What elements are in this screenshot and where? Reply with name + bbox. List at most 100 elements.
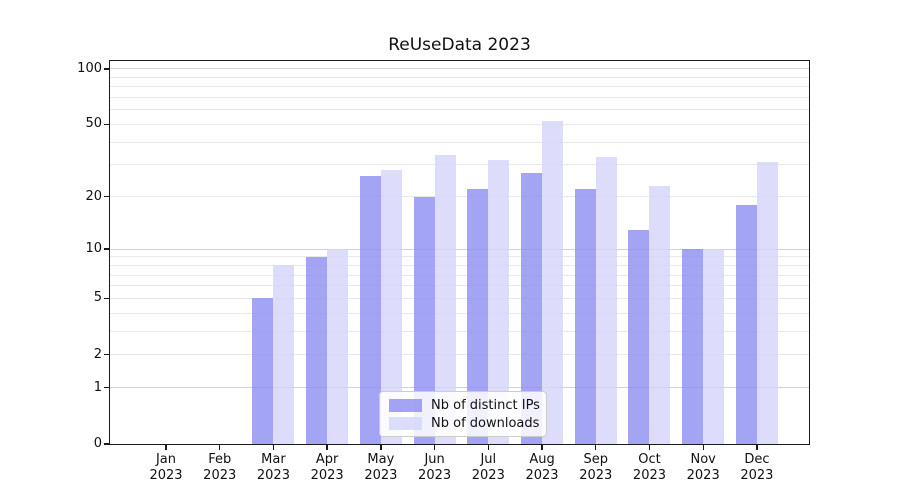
xtick-label-oct: Oct 2023 bbox=[617, 452, 681, 484]
ytick-label-10: 10 bbox=[85, 241, 102, 257]
ytick-label-5: 5 bbox=[93, 290, 102, 306]
ytick-mark-5 bbox=[104, 297, 110, 300]
xtick-month: Jun bbox=[424, 452, 445, 467]
plot-area: Nb of distinct IPs Nb of downloads bbox=[104, 60, 810, 450]
bar-dec-distinct-ips bbox=[735, 204, 757, 444]
xtick-mark-jul bbox=[487, 444, 489, 450]
xtick-mark-dec bbox=[756, 444, 758, 450]
xtick-mark-jan bbox=[165, 444, 167, 450]
xtick-label-mar: Mar 2023 bbox=[241, 452, 305, 484]
xtick-label-apr: Apr 2023 bbox=[295, 452, 359, 484]
xtick-year: 2023 bbox=[471, 468, 505, 483]
bar-oct-distinct-ips bbox=[628, 229, 650, 444]
gridline-minor-2 bbox=[110, 354, 809, 356]
xtick-month: Sep bbox=[583, 452, 608, 467]
xtick-month: Nov bbox=[690, 452, 716, 467]
gridline-minor-8 bbox=[110, 264, 809, 266]
ytick-label-20: 20 bbox=[85, 188, 102, 204]
legend: Nb of distinct IPs Nb of downloads bbox=[379, 391, 547, 437]
bar-dec-downloads bbox=[756, 162, 778, 444]
bar-mar-distinct-ips bbox=[252, 298, 274, 444]
ytick-label-50: 50 bbox=[85, 116, 102, 132]
xtick-label-nov: Nov 2023 bbox=[671, 452, 735, 484]
gridline-minor-3 bbox=[110, 330, 809, 332]
xtick-label-may: May 2023 bbox=[349, 452, 413, 484]
xtick-year: 2023 bbox=[418, 468, 452, 483]
xtick-mark-feb bbox=[219, 444, 221, 450]
bar-sep-distinct-ips bbox=[574, 189, 596, 444]
xtick-year: 2023 bbox=[686, 468, 720, 483]
xtick-label-jun: Jun 2023 bbox=[403, 452, 467, 484]
bar-aug-distinct-ips bbox=[521, 173, 543, 444]
xtick-year: 2023 bbox=[149, 468, 183, 483]
xtick-month: Oct bbox=[638, 452, 661, 467]
xtick-label-dec: Dec 2023 bbox=[725, 452, 789, 484]
ytick-mark-1 bbox=[104, 386, 110, 389]
xtick-year: 2023 bbox=[310, 468, 344, 483]
bar-nov-downloads bbox=[703, 249, 725, 444]
bar-jul-downloads bbox=[488, 159, 510, 444]
gridline-minor-50 bbox=[110, 123, 809, 125]
bar-may-downloads bbox=[380, 170, 402, 444]
gridline-minor-7 bbox=[110, 274, 809, 276]
xtick-month: May bbox=[367, 452, 395, 467]
legend-label-downloads: Nb of downloads bbox=[431, 416, 540, 431]
xtick-month: Mar bbox=[261, 452, 286, 467]
xtick-label-feb: Feb 2023 bbox=[188, 452, 252, 484]
ytick-mark-20 bbox=[104, 195, 110, 198]
xtick-year: 2023 bbox=[579, 468, 613, 483]
bar-jun-downloads bbox=[434, 155, 456, 444]
bar-nov-distinct-ips bbox=[682, 249, 704, 444]
gridline-major-100 bbox=[110, 68, 809, 70]
bar-oct-downloads bbox=[649, 185, 671, 444]
xtick-month: Aug bbox=[529, 452, 555, 467]
xtick-year: 2023 bbox=[203, 468, 237, 483]
gridline-minor-9 bbox=[110, 256, 809, 258]
ytick-label-1: 1 bbox=[93, 379, 102, 395]
xtick-month: Jan bbox=[155, 452, 177, 467]
ytick-label-100: 100 bbox=[77, 60, 102, 76]
gridline-minor-80 bbox=[110, 86, 809, 88]
bar-apr-distinct-ips bbox=[306, 256, 328, 444]
gridline-minor-30 bbox=[110, 164, 809, 166]
xtick-label-aug: Aug 2023 bbox=[510, 452, 574, 484]
bar-jun-distinct-ips bbox=[413, 196, 435, 444]
ytick-mark-50 bbox=[104, 123, 110, 126]
gridline-minor-70 bbox=[110, 97, 809, 99]
xtick-month: Dec bbox=[744, 452, 770, 467]
bar-apr-downloads bbox=[327, 249, 349, 444]
xtick-mark-may bbox=[380, 444, 382, 450]
gridline-minor-20 bbox=[110, 196, 809, 198]
legend-swatch-downloads bbox=[389, 417, 422, 430]
bar-mar-downloads bbox=[273, 265, 295, 444]
xtick-label-jan: Jan 2023 bbox=[134, 452, 198, 484]
bar-sep-downloads bbox=[595, 157, 617, 444]
gridline-minor-60 bbox=[110, 109, 809, 111]
legend-swatch-distinct-ips bbox=[389, 399, 422, 412]
gridline-minor-6 bbox=[110, 285, 809, 287]
ytick-mark-2 bbox=[104, 354, 110, 356]
legend-row-distinct-ips: Nb of distinct IPs bbox=[389, 397, 540, 414]
xtick-month: Feb bbox=[208, 452, 232, 467]
xtick-mark-aug bbox=[541, 444, 543, 450]
ytick-label-0: 0 bbox=[93, 436, 102, 451]
legend-row-downloads: Nb of downloads bbox=[389, 415, 540, 432]
xtick-mark-sep bbox=[595, 444, 597, 450]
ytick-label-2: 2 bbox=[93, 346, 102, 362]
xtick-mark-apr bbox=[326, 444, 328, 450]
xtick-mark-mar bbox=[272, 444, 275, 450]
bar-jul-distinct-ips bbox=[467, 189, 489, 444]
xtick-mark-oct bbox=[648, 444, 651, 450]
gridline-minor-40 bbox=[110, 141, 809, 143]
gridline-minor-90 bbox=[110, 76, 809, 78]
gridline-major-1 bbox=[110, 387, 809, 389]
gridline-minor-5 bbox=[110, 297, 809, 299]
legend-label-distinct-ips: Nb of distinct IPs bbox=[431, 398, 540, 413]
chart-title: ReUseData 2023 bbox=[388, 35, 531, 55]
gridline-minor-4 bbox=[110, 312, 809, 314]
xtick-label-sep: Sep 2023 bbox=[564, 452, 628, 484]
xtick-year: 2023 bbox=[256, 468, 290, 483]
gridline-major-10 bbox=[110, 248, 809, 250]
xtick-label-jul: Jul 2023 bbox=[456, 452, 520, 484]
